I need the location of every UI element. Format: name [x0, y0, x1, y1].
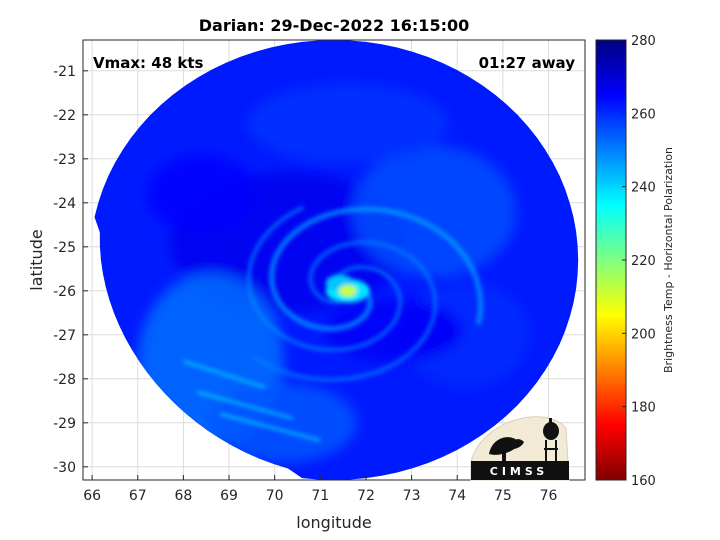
y-tick-label: -28 [53, 372, 76, 388]
rain-band [247, 205, 402, 352]
x-tick-label: 74 [448, 488, 466, 504]
colorbar-tick-label: 180 [631, 401, 656, 416]
colorbar-tick-label: 280 [631, 34, 656, 49]
time-offset-annotation: 01:27 away [479, 54, 576, 72]
chart-title: Darian: 29-Dec-2022 16:15:00 [199, 16, 469, 35]
cimss-logo: CIMSS [470, 416, 570, 481]
rain-band [251, 240, 438, 382]
vmax-annotation: Vmax: 48 kts [93, 54, 203, 72]
y-axis-label: latitude [27, 229, 46, 290]
rain-band [196, 390, 294, 420]
x-axis-label: longitude [296, 513, 371, 532]
rain-band [269, 206, 484, 332]
x-tick-label: 72 [357, 488, 375, 504]
satellite-dish-icon [489, 437, 524, 462]
y-axis: -21 -22 -23 -24 -25 -26 -27 -28 -29 -30 [53, 64, 88, 476]
y-tick-label: -21 [53, 64, 76, 80]
tb-patch [247, 84, 449, 164]
water-tower-icon [543, 418, 559, 462]
colorbar [595, 39, 627, 481]
x-tick-label: 71 [311, 488, 329, 504]
x-tick-label: 70 [266, 488, 284, 504]
y-tick-label: -27 [53, 328, 76, 344]
colorbar-tick-label: 240 [631, 181, 656, 196]
storm-eye [338, 284, 357, 297]
rain-band [182, 359, 267, 390]
cimss-logo-text: CIMSS [490, 465, 548, 478]
y-tick-label: -23 [53, 152, 76, 168]
rain-band [219, 412, 321, 442]
x-tick-label: 73 [403, 488, 421, 504]
colorbar-label: Brightness Temp - Horizontal Polarizatio… [662, 147, 675, 373]
colorbar-tick-label: 160 [631, 474, 656, 489]
tb-patch [352, 145, 517, 278]
colorbar-tick-label: 220 [631, 254, 656, 269]
y-tick-label: -29 [53, 416, 76, 432]
x-tick-label: 76 [540, 488, 558, 504]
x-tick-label: 68 [174, 488, 192, 504]
tb-patch [324, 299, 462, 362]
colorbar-tick-label: 260 [631, 107, 656, 122]
tb-patch [210, 383, 357, 463]
colorbar-tick-label: 200 [631, 327, 656, 342]
y-tick-label: -25 [53, 240, 76, 256]
y-tick-label: -22 [53, 108, 76, 124]
y-tick-label: -30 [53, 460, 76, 476]
x-axis: 66 67 68 69 70 71 72 73 74 75 76 [83, 475, 557, 504]
tb-patch [146, 154, 257, 234]
plot-frame [82, 39, 586, 481]
x-tick-label: 69 [220, 488, 238, 504]
x-tick-label: 66 [83, 488, 101, 504]
y-tick-label: -26 [53, 284, 76, 300]
colorbar-ticks: 160 180 200 220 240 260 280 [622, 34, 656, 489]
x-tick-label: 75 [494, 488, 512, 504]
y-tick-label: -24 [53, 196, 76, 212]
x-tick-label: 67 [129, 488, 147, 504]
